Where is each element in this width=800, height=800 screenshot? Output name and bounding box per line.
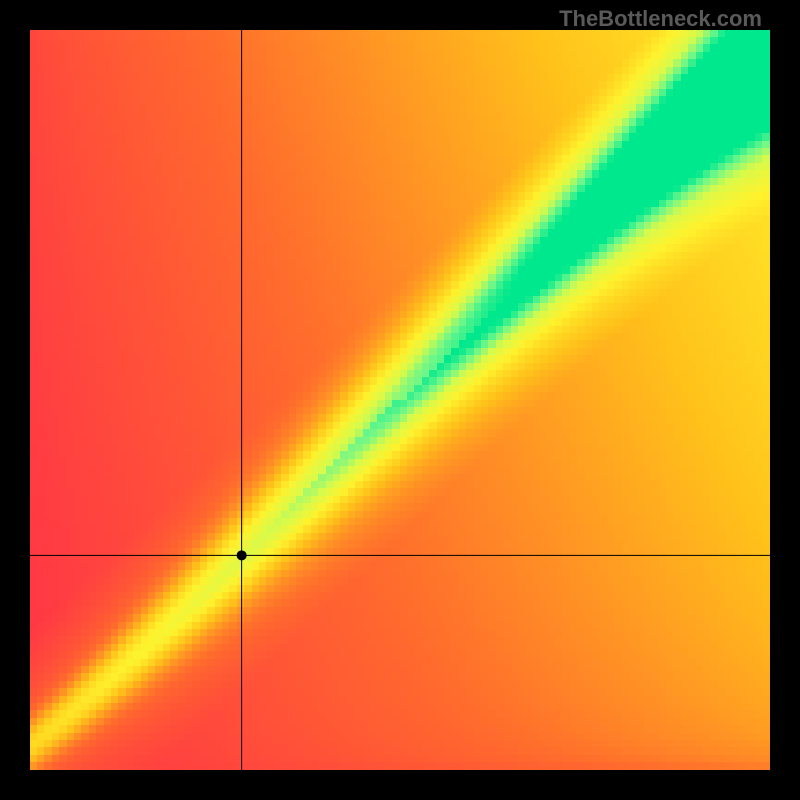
watermark-text: TheBottleneck.com bbox=[559, 6, 762, 32]
bottleneck-heatmap bbox=[30, 30, 770, 770]
chart-container: TheBottleneck.com bbox=[0, 0, 800, 800]
